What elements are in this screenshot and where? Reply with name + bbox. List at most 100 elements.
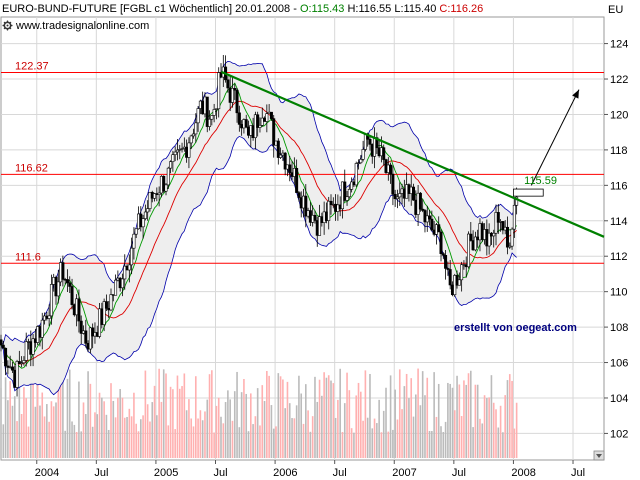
candle-body — [65, 279, 69, 284]
candle-body — [20, 362, 24, 364]
x-axis: 2004 Jul 2005 Jul 2006 Jul 2007 Jul 2008 Jul — [35, 460, 585, 479]
candle-body — [208, 118, 212, 127]
candle-body — [244, 119, 248, 128]
candle-body — [70, 286, 74, 305]
candle-body — [510, 228, 514, 247]
volume-bar — [343, 403, 346, 458]
volume-bar — [162, 369, 165, 458]
volume-bar — [82, 402, 85, 458]
volume-bar — [192, 426, 195, 458]
candle-body — [230, 87, 234, 103]
volume-bar — [350, 428, 353, 458]
volume-bar — [385, 387, 387, 458]
candle-body — [49, 284, 53, 317]
volume-bar — [382, 410, 385, 458]
volume-bar — [188, 399, 190, 458]
candle-body — [494, 212, 498, 234]
level-label: 111.6 — [15, 251, 41, 263]
volume-bar — [392, 429, 394, 458]
volume-bar — [247, 431, 250, 458]
volume-bar — [176, 375, 179, 458]
volume-bar — [80, 431, 83, 458]
volume-bar — [408, 398, 410, 458]
volume-bar — [50, 401, 53, 458]
volume-bar — [4, 377, 7, 458]
volume-bar — [87, 371, 89, 458]
candle-body — [178, 149, 182, 151]
volume-bar — [472, 427, 474, 458]
volume-bar — [371, 428, 374, 458]
volume-bar — [96, 414, 99, 458]
volume-bar — [13, 396, 16, 458]
x-tick-label: Jul — [94, 467, 108, 479]
volume-bar — [341, 431, 344, 458]
volume-bar — [89, 383, 92, 458]
volume-bar — [43, 416, 46, 458]
arrow-head — [572, 89, 579, 99]
candle-body — [196, 108, 200, 124]
y-tick-label: 102 — [610, 428, 628, 440]
gear-icon[interactable] — [2, 20, 13, 31]
candle-body — [148, 191, 152, 209]
volume-bar — [36, 379, 39, 458]
candle-body — [496, 212, 500, 223]
candle-body — [162, 175, 166, 192]
candle-body — [329, 200, 333, 205]
volume-bar — [403, 386, 406, 458]
candle-body — [104, 301, 108, 309]
candle-body — [47, 315, 51, 319]
volume-bar — [463, 380, 465, 458]
volume-bar — [394, 389, 396, 458]
candle-body — [501, 221, 505, 231]
volume-bar — [495, 409, 497, 458]
volume-bar — [467, 373, 470, 458]
candle-body — [327, 200, 331, 221]
volume-bar — [355, 395, 358, 458]
volume-bar — [449, 383, 451, 458]
low-value: L:115.40 — [394, 3, 437, 15]
volume-bar — [144, 370, 147, 458]
volume-bar — [437, 383, 440, 458]
volume-bar — [513, 428, 516, 458]
volume-bar — [447, 382, 449, 458]
candle-body — [4, 347, 8, 367]
volume-bar — [415, 394, 417, 458]
volume-bars — [0, 368, 518, 458]
candle-body — [460, 264, 464, 281]
volume-bar — [359, 391, 362, 458]
source-url[interactable]: www.tradesignalonline.com — [16, 20, 150, 32]
candle-body — [444, 254, 448, 269]
volume-bar — [366, 417, 369, 458]
volume-bar — [91, 426, 94, 458]
candle-body — [134, 228, 138, 235]
volume-bar — [57, 371, 60, 458]
volume-bar — [66, 378, 69, 458]
volume-bar — [314, 376, 316, 458]
candle-body — [473, 236, 477, 251]
candle-body — [192, 133, 196, 137]
candle-body — [1, 344, 5, 349]
candle-body — [77, 298, 81, 322]
x-tick-label: 2008 — [511, 467, 535, 479]
candle-body — [79, 320, 83, 334]
volume-bar — [389, 375, 392, 458]
volume-bar — [458, 384, 461, 458]
volume-bar — [369, 373, 371, 458]
volume-bar — [123, 417, 126, 458]
candle-body — [389, 164, 393, 175]
volume-bar — [224, 402, 227, 458]
candle-body — [194, 122, 198, 135]
volume-bar — [348, 390, 351, 458]
scroll-down-icon[interactable] — [593, 450, 605, 461]
candle-body — [61, 262, 65, 280]
moving-average-slow — [0, 100, 517, 365]
volume-bar — [295, 405, 298, 458]
volume-bar — [318, 379, 321, 458]
candle-body — [258, 124, 262, 128]
candle-body — [368, 139, 372, 145]
volume-bar — [499, 405, 502, 458]
candle-body — [439, 231, 443, 254]
volume-bar — [309, 431, 312, 458]
volume-bar — [213, 432, 215, 458]
